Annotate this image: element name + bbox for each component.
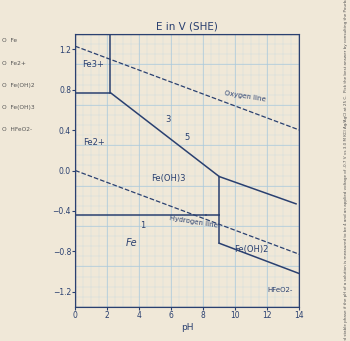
- Text: Fe3+: Fe3+: [82, 60, 104, 69]
- Text: Oxygen line: Oxygen line: [224, 90, 266, 103]
- Text: O  HFeO2-: O HFeO2-: [2, 127, 32, 132]
- Title: E in V (SHE): E in V (SHE): [156, 22, 218, 32]
- Text: Fe(OH)3: Fe(OH)3: [151, 174, 185, 183]
- Text: 3: 3: [165, 116, 171, 124]
- Text: Fe(OH)2: Fe(OH)2: [234, 245, 268, 254]
- Text: 1: 1: [140, 221, 145, 229]
- Text: Fe2+: Fe2+: [84, 138, 105, 147]
- Text: O  Fe(OH)2: O Fe(OH)2: [2, 83, 34, 88]
- X-axis label: pH: pH: [181, 323, 194, 332]
- Text: 5: 5: [185, 133, 190, 142]
- Text: HFeO2-: HFeO2-: [267, 287, 293, 293]
- Text: What is the predicted stable phase if the pH of a solution is measured to be 4 a: What is the predicted stable phase if th…: [344, 0, 348, 341]
- Text: Hydrogen line: Hydrogen line: [169, 216, 218, 229]
- Text: O  Fe(OH)3: O Fe(OH)3: [2, 105, 34, 110]
- Text: Fe: Fe: [125, 238, 137, 248]
- Text: O  Fe2+: O Fe2+: [2, 61, 26, 65]
- Text: O  Fe: O Fe: [2, 39, 17, 43]
